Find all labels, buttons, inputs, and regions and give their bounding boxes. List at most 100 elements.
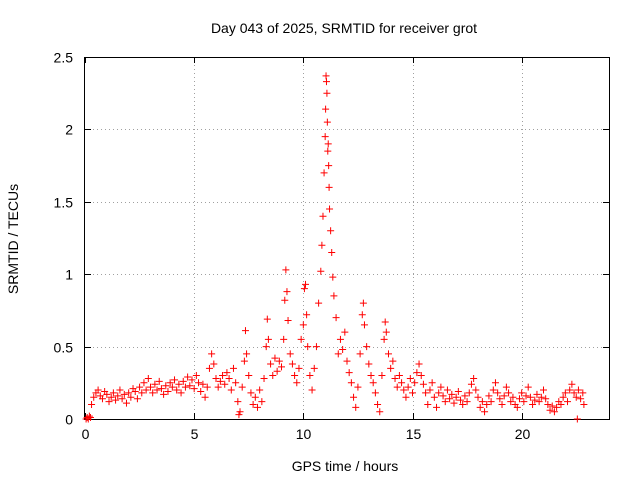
data-point [483,401,491,409]
data-points [82,72,588,423]
data-point [160,390,168,398]
data-point [171,376,179,384]
data-point [339,345,347,353]
data-point [275,357,283,365]
data-point [507,398,515,406]
data-point [253,403,261,411]
data-point [241,327,249,335]
data-point [553,403,561,411]
data-point [122,399,130,407]
data-point [190,385,198,393]
data-point [505,389,513,397]
data-point [572,393,580,401]
data-point [227,386,235,394]
data-point [219,372,227,380]
data-point [195,379,203,387]
data-point [411,379,419,387]
data-point [544,401,552,409]
data-point [105,398,113,406]
data-point [168,383,176,391]
plot-frame [84,57,610,420]
data-point [376,408,384,416]
data-point [467,380,475,388]
y-tick-label: 0 [65,412,73,428]
data-point [131,387,139,395]
data-point [441,398,449,406]
data-point [118,395,126,403]
data-point [450,399,458,407]
data-point [358,311,366,319]
data-point [570,389,578,397]
data-point [322,105,330,113]
data-point [502,383,510,391]
data-point [327,227,335,235]
data-point [153,386,161,394]
data-point [291,372,299,380]
data-point [138,389,146,397]
data-point [303,311,311,319]
data-point [542,395,550,403]
data-point [155,377,163,385]
data-point [474,393,482,401]
data-point [496,395,504,403]
data-point [524,383,532,391]
x-tick-label: 10 [296,426,312,442]
data-point [481,408,489,416]
data-point [546,406,554,414]
data-point [103,390,111,398]
data-point [127,393,135,401]
data-point [324,147,332,155]
data-point [164,387,172,395]
data-point [409,389,416,397]
data-point [406,374,414,382]
data-point [439,392,447,400]
data-point [478,398,486,406]
data-point [384,350,392,358]
data-point [500,392,508,400]
data-point [463,398,471,406]
data-point [243,350,251,358]
data-point [476,403,484,411]
data-point [197,387,205,395]
data-point [112,396,120,404]
data-point [315,299,323,307]
data-point [325,183,333,191]
data-point [435,389,443,397]
data-point [422,389,430,397]
data-point [402,393,410,401]
data-point [330,292,338,300]
data-point [487,398,495,406]
data-point [317,267,325,275]
x-tick-label: 20 [515,426,531,442]
y-tick-label: 2.5 [54,50,74,66]
data-point [223,369,231,377]
data-point [378,372,386,380]
data-point [319,212,327,220]
data-point [144,374,152,382]
data-point [149,389,157,397]
data-point [184,373,192,381]
data-point [210,360,218,368]
y-tick-label: 1.5 [54,195,74,211]
data-point [498,401,506,409]
y-tick-label: 2 [65,122,73,138]
data-point [245,372,253,380]
data-point [267,360,275,368]
x-tick-label: 0 [82,426,90,442]
data-point [192,372,200,380]
data-point [88,401,96,409]
data-point [295,364,303,372]
data-point [308,386,316,394]
data-point [166,379,174,387]
data-point [334,350,342,358]
data-point [515,395,523,403]
data-point [461,392,469,400]
data-point [284,317,292,325]
data-point [459,401,467,409]
data-point [304,343,312,351]
data-point [568,380,576,388]
data-point [90,393,98,401]
data-point [550,408,558,416]
data-point [395,372,403,380]
data-point [367,372,375,380]
